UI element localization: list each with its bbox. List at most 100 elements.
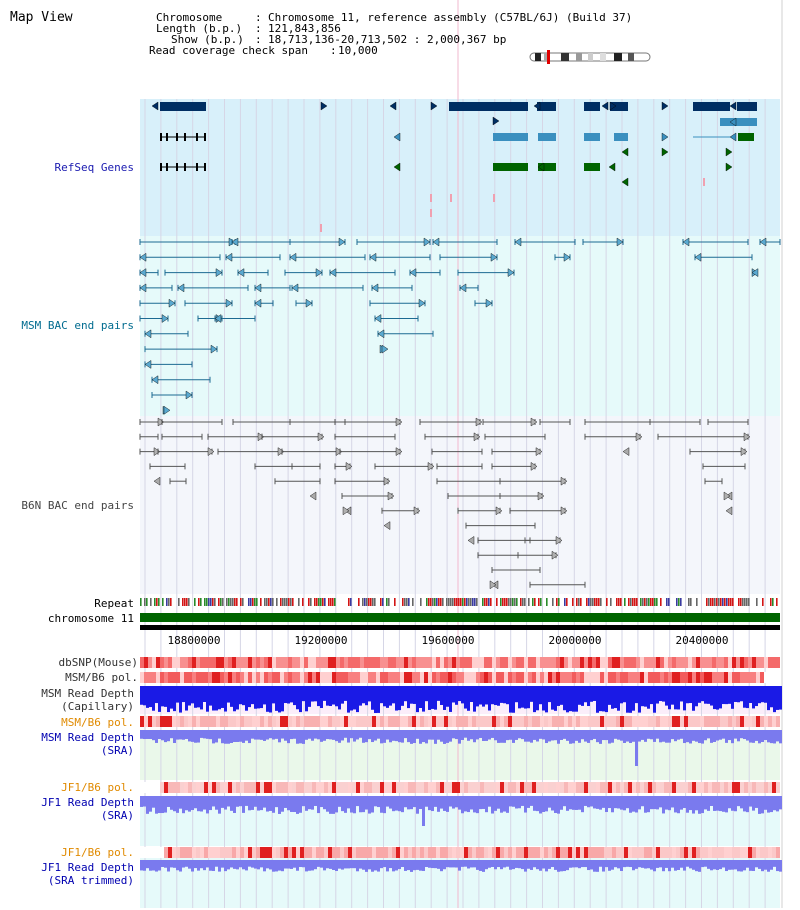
heat-cell	[508, 657, 512, 668]
track-label-jf1-b6-pol-2[interactable]: JF1/B6 pol.	[61, 846, 134, 859]
heat-cell	[468, 657, 472, 668]
track-label-jf1-trimmed-depth[interactable]: JF1 Read Depth	[41, 861, 134, 874]
heat-cell	[392, 782, 396, 793]
heat-cell	[452, 672, 456, 683]
heat-cell	[220, 782, 224, 793]
repeat-element	[654, 598, 656, 606]
heat-cell	[192, 672, 196, 683]
heat-cell	[408, 672, 412, 683]
show-label: Show (b.p.)	[171, 33, 244, 46]
track-label-msm-b6-pol-sra[interactable]: MSM/B6 pol.	[61, 716, 134, 729]
repeat-element	[256, 598, 258, 606]
repeat-element	[490, 598, 492, 606]
heat-cell	[224, 847, 228, 858]
heat-cell	[428, 672, 432, 683]
track-label-b6n-bac[interactable]: B6N BAC end pairs	[21, 499, 134, 512]
heat-cell	[256, 782, 260, 793]
heat-cell	[576, 657, 580, 668]
heat-cell	[636, 847, 640, 858]
heat-cell	[172, 657, 176, 668]
heat-cell	[288, 716, 292, 727]
track-label-msm-capillary-depth[interactable]: MSM Read Depth	[41, 687, 134, 700]
heat-cell	[544, 657, 548, 668]
repeat-element	[388, 598, 390, 606]
repeat-element	[504, 598, 506, 606]
track-label-dbsnp[interactable]: dbSNP(Mouse)	[58, 656, 138, 669]
heat-cell	[756, 782, 760, 793]
heat-cell	[372, 847, 376, 858]
heat-cell	[308, 782, 312, 793]
heat-cell	[340, 847, 344, 858]
heat-cell	[468, 847, 472, 858]
heat-cell	[228, 847, 232, 858]
heat-cell	[616, 782, 620, 793]
heat-cell	[248, 657, 252, 668]
heat-cell	[380, 847, 384, 858]
repeat-element	[460, 598, 462, 606]
heat-cell	[156, 782, 160, 793]
heat-cell	[776, 782, 780, 793]
track-label-msm-sra-depth[interactable]: MSM Read Depth	[41, 731, 134, 744]
b6n-bac-track-area[interactable]	[140, 416, 780, 594]
repeat-element	[552, 598, 554, 606]
heat-cell	[636, 657, 640, 668]
heat-cell	[588, 782, 592, 793]
track-label-jf1-sra-depth[interactable]: JF1 Read Depth	[41, 796, 134, 809]
repeat-element	[540, 598, 542, 606]
chromosome-ideogram[interactable]	[528, 50, 654, 64]
track-label-msm-b6-pol[interactable]: MSM/B6 pol.	[65, 671, 138, 684]
heat-cell	[140, 657, 144, 668]
heat-cell	[468, 672, 472, 683]
heat-cell	[196, 782, 200, 793]
heat-cell	[448, 657, 452, 668]
heat-cell	[660, 672, 664, 683]
heat-cell	[576, 847, 580, 858]
heat-cell	[332, 672, 336, 683]
repeat-element	[182, 598, 184, 606]
heat-cell	[196, 847, 200, 858]
heat-cell	[616, 847, 620, 858]
heat-cell	[252, 716, 256, 727]
repeat-element	[514, 598, 516, 606]
heat-cell	[576, 716, 580, 727]
heat-cell	[320, 847, 324, 858]
heat-cell	[576, 782, 580, 793]
heat-cell	[744, 716, 748, 727]
heat-cell	[596, 672, 600, 683]
heat-cell	[404, 657, 408, 668]
track-label-repeat[interactable]: Repeat	[94, 597, 134, 610]
heat-cell	[776, 657, 780, 668]
heat-cell	[392, 847, 396, 858]
heat-cell	[744, 847, 748, 858]
repeat-element	[386, 598, 388, 606]
heat-cell	[360, 782, 364, 793]
heat-cell	[668, 672, 672, 683]
heat-cell	[348, 782, 352, 793]
heat-cell	[520, 847, 524, 858]
heat-cell	[732, 847, 736, 858]
track-label-refseq-genes[interactable]: RefSeq Genes	[54, 161, 134, 174]
heat-cell	[548, 716, 552, 727]
track-label-jf1-b6-pol[interactable]: JF1/B6 pol.	[61, 781, 134, 794]
heat-cell	[604, 716, 608, 727]
track-label-msm-bac[interactable]: MSM BAC end pairs	[21, 319, 134, 332]
repeat-element	[370, 598, 372, 606]
repeat-element	[706, 598, 708, 606]
refseq-track-area[interactable]	[140, 99, 780, 236]
repeat-element	[288, 598, 290, 606]
heat-cell	[624, 657, 628, 668]
heat-cell	[532, 782, 536, 793]
axis-tick-label: 18800000	[167, 634, 221, 647]
heat-cell	[708, 782, 712, 793]
msm-bac-track-area[interactable]	[140, 236, 780, 416]
heat-cell	[160, 672, 164, 683]
heat-cell	[756, 716, 760, 727]
heat-cell	[632, 782, 636, 793]
repeat-element	[242, 598, 244, 606]
heat-cell	[508, 782, 512, 793]
track-label-chromosome[interactable]: chromosome 11	[47, 612, 134, 625]
heat-cell	[580, 847, 584, 858]
heat-cell	[732, 716, 736, 727]
heat-cell	[760, 716, 764, 727]
heat-cell	[244, 716, 248, 727]
